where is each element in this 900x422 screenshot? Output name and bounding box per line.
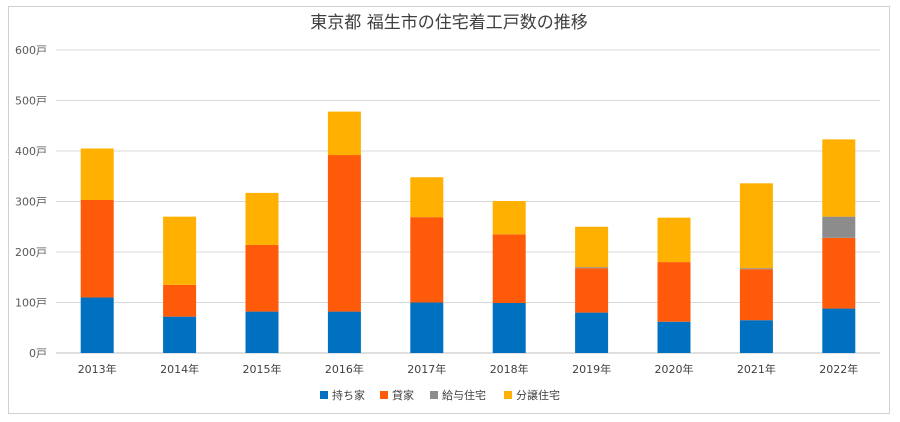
y-tick-label: 400戸 [15, 145, 47, 158]
legend-label: 貸家 [392, 388, 414, 402]
legend-label: 持ち家 [332, 388, 365, 402]
legend-label: 給与住宅 [442, 388, 486, 402]
bar-segment-1-2 [163, 316, 197, 353]
y-tick-label: 500戸 [15, 95, 47, 108]
bar-segment-3-10 [822, 216, 856, 238]
bar-segment-1-5 [410, 302, 444, 353]
legend-swatch [430, 391, 438, 399]
bar-segment-3-7 [575, 267, 609, 269]
bar-segment-2-3 [245, 244, 279, 312]
legend-swatch [320, 391, 328, 399]
bar-segment-2-8 [657, 262, 691, 322]
bar-segment-2-1 [80, 199, 114, 298]
x-tick-label: 2018年 [490, 362, 529, 376]
x-tick-label: 2019年 [572, 362, 611, 376]
x-tick-label: 2016年 [325, 362, 364, 376]
x-tick-label: 2021年 [737, 362, 776, 376]
bar-segment-4-1 [80, 148, 114, 200]
bar-segment-3-9 [739, 268, 773, 270]
legend: 持ち家 貸家 給与住宅 分譲住宅 [320, 388, 560, 402]
bar-segment-4-7 [575, 226, 609, 268]
y-tick-label: 0戸 [29, 347, 47, 360]
bar-segment-4-10 [822, 139, 856, 217]
bar-segment-1-4 [327, 311, 361, 353]
bar-segment-1-7 [575, 312, 609, 353]
bars [80, 111, 856, 353]
y-tick-label: 200戸 [15, 246, 47, 259]
bar-segment-1-3 [245, 311, 279, 353]
x-tick-label: 2020年 [655, 362, 694, 376]
bar-segment-4-3 [245, 192, 279, 245]
bar-segment-4-2 [163, 216, 197, 285]
x-axis-labels: 2013年 2014年 2015年 2016年 2017年 2018年 2019年 2020年… [78, 362, 859, 376]
bar-segment-2-6 [492, 234, 526, 304]
bar-segment-1-8 [657, 321, 691, 353]
bar-segment-2-10 [822, 237, 856, 309]
bar-segment-4-5 [410, 177, 444, 218]
bar-segment-1-6 [492, 303, 526, 353]
x-tick-label: 2013年 [78, 362, 117, 376]
y-tick-label: 100戸 [15, 297, 47, 310]
bar-segment-1-9 [739, 320, 773, 353]
bar-segment-4-9 [739, 183, 773, 269]
y-tick-label: 300戸 [15, 196, 47, 209]
bar-segment-2-7 [575, 268, 609, 313]
bar-segment-2-9 [739, 269, 773, 321]
chart-title: 東京都 福生市の住宅着工戸数の推移 [310, 13, 587, 33]
bar-segment-2-5 [410, 217, 444, 303]
x-tick-label: 2017年 [407, 362, 446, 376]
x-tick-label: 2015年 [243, 362, 282, 376]
legend-swatch [380, 391, 388, 399]
y-axis-labels: 0戸 100戸 200戸 300戸 400戸 500戸 600戸 [15, 44, 47, 360]
bar-segment-2-2 [163, 284, 197, 317]
legend-label: 分譲住宅 [516, 388, 560, 402]
x-tick-label: 2014年 [160, 362, 199, 376]
legend-swatch [504, 391, 512, 399]
bar-segment-1-1 [80, 297, 114, 353]
bar-segment-1-10 [822, 308, 856, 353]
bar-segment-4-8 [657, 217, 691, 263]
bar-segment-4-6 [492, 200, 526, 235]
bar-segment-2-4 [327, 155, 361, 312]
y-tick-label: 600戸 [15, 44, 47, 57]
bar-segment-4-4 [327, 111, 361, 156]
x-tick-label: 2022年 [819, 362, 858, 376]
